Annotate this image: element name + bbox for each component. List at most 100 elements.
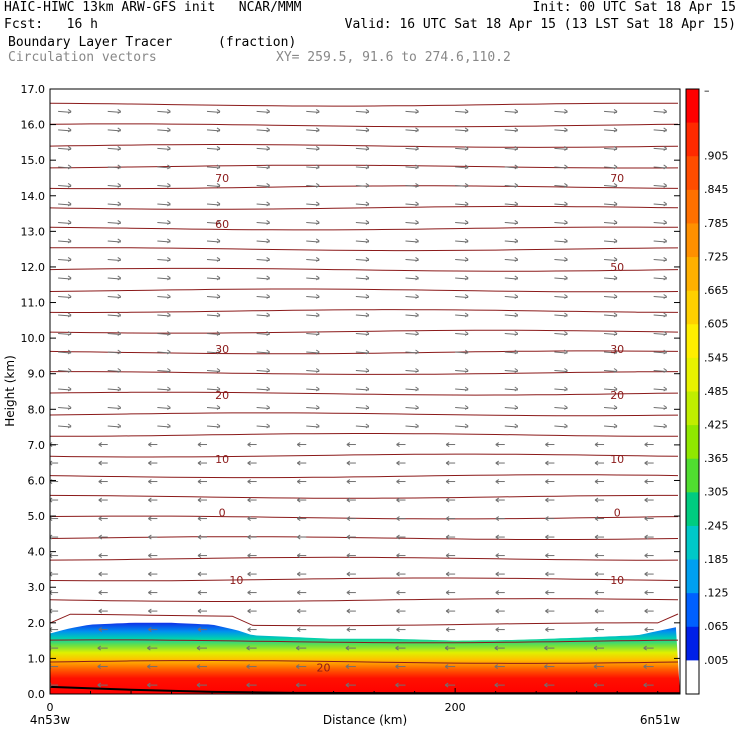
isotherm-line bbox=[50, 453, 679, 458]
wind-vector-head bbox=[544, 682, 548, 688]
wind-vector-head bbox=[167, 164, 171, 170]
wind-vector-head bbox=[564, 312, 568, 318]
wind-vector-head bbox=[564, 238, 568, 244]
wind-vector-head bbox=[613, 238, 618, 244]
wind-vector-head bbox=[67, 368, 72, 373]
wind-vector-head bbox=[117, 127, 122, 133]
wind-vector-head bbox=[464, 220, 469, 225]
wind-vector-head bbox=[663, 368, 667, 373]
wind-vector bbox=[405, 277, 419, 280]
wind-vector-head bbox=[495, 516, 500, 521]
forecast-hour: Fcst: 16 h bbox=[4, 17, 98, 32]
wind-vector-head bbox=[514, 386, 519, 392]
wind-vector-head bbox=[167, 331, 171, 336]
wind-vector-head bbox=[644, 460, 648, 466]
wind-vector bbox=[58, 258, 72, 261]
wind-vector bbox=[455, 203, 469, 206]
wind-vector bbox=[653, 240, 667, 243]
wind-vector-head bbox=[396, 442, 400, 447]
wind-vector-head bbox=[495, 442, 500, 447]
wind-vector bbox=[504, 184, 518, 187]
wind-vector-head bbox=[167, 238, 171, 244]
wind-vector bbox=[306, 332, 320, 335]
colorbar-label: .065 bbox=[704, 620, 729, 633]
wind-vector bbox=[603, 388, 618, 391]
wind-vector-head bbox=[266, 368, 270, 373]
wind-vector-head bbox=[415, 386, 419, 392]
wind-vector bbox=[603, 277, 618, 280]
wind-vector-head bbox=[444, 645, 449, 651]
wind-vector-head bbox=[644, 516, 648, 521]
wind-vector-head bbox=[247, 608, 251, 614]
wind-vector-head bbox=[415, 312, 419, 318]
colorbar-label: .785 bbox=[704, 217, 729, 230]
y-tick-label: 0.0 bbox=[28, 688, 46, 701]
wind-vector-head bbox=[67, 238, 72, 244]
wind-vector-head bbox=[365, 312, 370, 318]
y-tick-label: 14.0 bbox=[21, 190, 46, 203]
x-start-location: 4n53w bbox=[30, 713, 71, 727]
wind-vector-head bbox=[494, 682, 499, 688]
wind-vector-head bbox=[663, 164, 667, 170]
wind-vector-head bbox=[545, 516, 549, 521]
colorbar-swatch bbox=[686, 626, 699, 661]
wind-vector-head bbox=[445, 571, 450, 577]
plot-area: 70 70 60 50 30 30 20 20 10 10 0 0 10 10 20 bbox=[50, 102, 680, 694]
wind-vector-head bbox=[197, 590, 202, 595]
wind-vector-head bbox=[644, 553, 648, 558]
isotherm-label: 30 bbox=[610, 343, 624, 356]
colorbar-label: .245 bbox=[704, 519, 729, 532]
wind-vector-head bbox=[295, 682, 300, 688]
wind-vector-head bbox=[415, 127, 419, 133]
wind-vector-head bbox=[365, 164, 370, 170]
wind-vector bbox=[306, 314, 320, 317]
wind-vector bbox=[554, 110, 568, 113]
wind-vector-head bbox=[117, 220, 122, 225]
wind-vector bbox=[306, 203, 320, 206]
wind-vector-head bbox=[663, 331, 667, 336]
wind-vector bbox=[405, 295, 419, 298]
wind-vector bbox=[157, 110, 171, 113]
wind-vector-head bbox=[613, 294, 618, 299]
wind-vector-head bbox=[365, 368, 370, 373]
wind-vector-head bbox=[594, 608, 599, 614]
wind-vector bbox=[58, 351, 72, 354]
wind-vector-head bbox=[464, 109, 469, 114]
wind-vector-head bbox=[346, 516, 351, 521]
wind-vector bbox=[107, 258, 121, 261]
wind-vector bbox=[504, 166, 518, 169]
wind-vector-head bbox=[266, 386, 270, 392]
wind-vector-head bbox=[117, 368, 122, 373]
wind-vector bbox=[504, 314, 518, 317]
wind-vector bbox=[405, 407, 419, 410]
isotherm-line bbox=[50, 144, 679, 148]
wind-vector-head bbox=[415, 220, 419, 225]
wind-vector-head bbox=[148, 590, 152, 595]
wind-vector bbox=[504, 425, 518, 428]
wind-vector-head bbox=[396, 590, 400, 595]
wind-vector bbox=[206, 370, 221, 373]
wind-vector-head bbox=[644, 442, 648, 447]
wind-vector bbox=[157, 295, 171, 298]
wind-vector-head bbox=[247, 627, 251, 633]
wind-vector bbox=[554, 388, 568, 391]
wind-vector bbox=[157, 351, 171, 354]
wind-vector-head bbox=[464, 368, 469, 373]
wind-vector-head bbox=[663, 183, 667, 188]
wind-vector-head bbox=[117, 146, 122, 151]
wind-vector bbox=[256, 184, 270, 187]
wind-vector-head bbox=[445, 497, 450, 503]
colorbar-label: .725 bbox=[704, 250, 729, 263]
wind-vector-head bbox=[464, 238, 469, 244]
wind-vector-head bbox=[216, 146, 221, 151]
wind-vector-head bbox=[464, 183, 469, 188]
wind-vector-head bbox=[415, 294, 419, 299]
colorbar-label: – bbox=[704, 84, 710, 97]
wind-vector-head bbox=[415, 201, 419, 207]
wind-vector bbox=[455, 258, 469, 261]
wind-vector bbox=[157, 258, 171, 261]
wind-vector-head bbox=[315, 294, 320, 299]
colorbar-swatch bbox=[686, 257, 699, 292]
wind-vector-head bbox=[67, 405, 72, 410]
wind-vector bbox=[306, 147, 320, 150]
